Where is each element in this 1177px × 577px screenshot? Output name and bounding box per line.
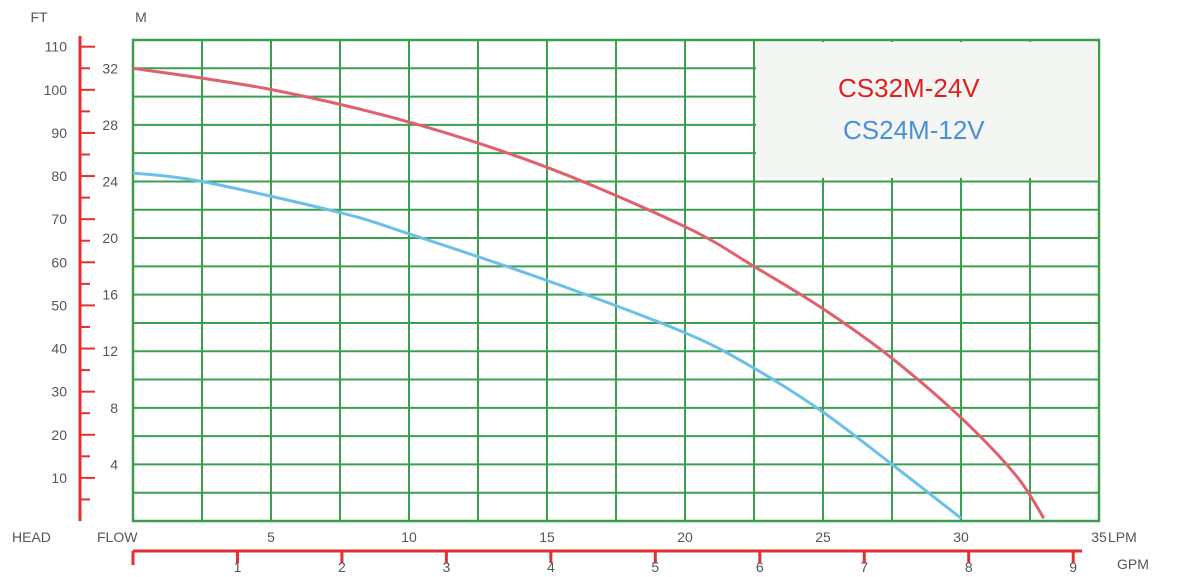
gpm-tick-label: 3	[442, 559, 450, 575]
m-tick-label: 20	[102, 230, 118, 246]
ft-tick-label: 20	[51, 427, 67, 443]
head-label: HEAD	[12, 529, 51, 545]
ft-tick-label: 40	[51, 341, 67, 357]
lpm-tick-label: 30	[953, 529, 969, 545]
flow-label: FLOW	[97, 529, 138, 545]
axis-labels: 48121620242832M102030405060708090100110F…	[12, 9, 1149, 575]
ft-tick-label: 70	[51, 211, 67, 227]
gpm-tick-label: 8	[965, 559, 973, 575]
ft-tick-label: 110	[45, 39, 68, 55]
legend: CS32M-24V CS24M-12V	[756, 42, 1098, 178]
plot-frame	[131, 38, 1101, 523]
legend-entry-cs24m-12v: CS24M-12V	[843, 115, 985, 145]
m-tick-label: 12	[102, 343, 118, 359]
ft-axis-label: FT	[30, 9, 48, 25]
gpm-tick-label: 5	[651, 559, 659, 575]
axes	[78, 36, 1082, 565]
ft-tick-label: 50	[51, 297, 67, 313]
m-tick-label: 24	[102, 173, 118, 189]
lpm-tick-label: 5	[267, 529, 275, 545]
ft-tick-label: 10	[51, 470, 67, 486]
ft-tick-label: 90	[51, 125, 67, 141]
ft-tick-label: 80	[51, 168, 67, 184]
gpm-tick-label: 6	[756, 559, 764, 575]
series-line-cs32m-24v	[132, 66, 1046, 520]
m-tick-label: 4	[110, 456, 118, 472]
gpm-tick-label: 2	[338, 559, 346, 575]
gpm-tick-label: 1	[234, 559, 242, 575]
legend-entry-cs32m-24v: CS32M-24V	[838, 73, 980, 103]
gpm-tick-label: 9	[1069, 559, 1077, 575]
lpm-tick-label: 10	[401, 529, 417, 545]
lpm-tick-label: 15	[539, 529, 555, 545]
gpm-tick-label: 7	[860, 559, 868, 575]
gpm-axis-label: GPM	[1117, 556, 1149, 572]
series-line-cs24m-12v	[132, 171, 962, 520]
lpm-tick-label: 35	[1091, 529, 1107, 545]
m-axis-label: M	[135, 9, 147, 25]
series-lines	[132, 66, 1046, 520]
m-tick-label: 8	[110, 400, 118, 416]
m-tick-label: 32	[102, 60, 118, 76]
gpm-tick-label: 4	[547, 559, 555, 575]
m-tick-label: 16	[102, 287, 118, 303]
lpm-tick-label: 25	[815, 529, 831, 545]
ft-tick-label: 100	[44, 82, 68, 98]
m-tick-label: 28	[102, 117, 118, 133]
legend-box	[756, 42, 1098, 178]
lpm-axis-label: LPM	[1108, 529, 1137, 545]
ft-tick-label: 30	[51, 384, 67, 400]
lpm-tick-label: 20	[677, 529, 693, 545]
ft-tick-label: 60	[51, 254, 67, 270]
